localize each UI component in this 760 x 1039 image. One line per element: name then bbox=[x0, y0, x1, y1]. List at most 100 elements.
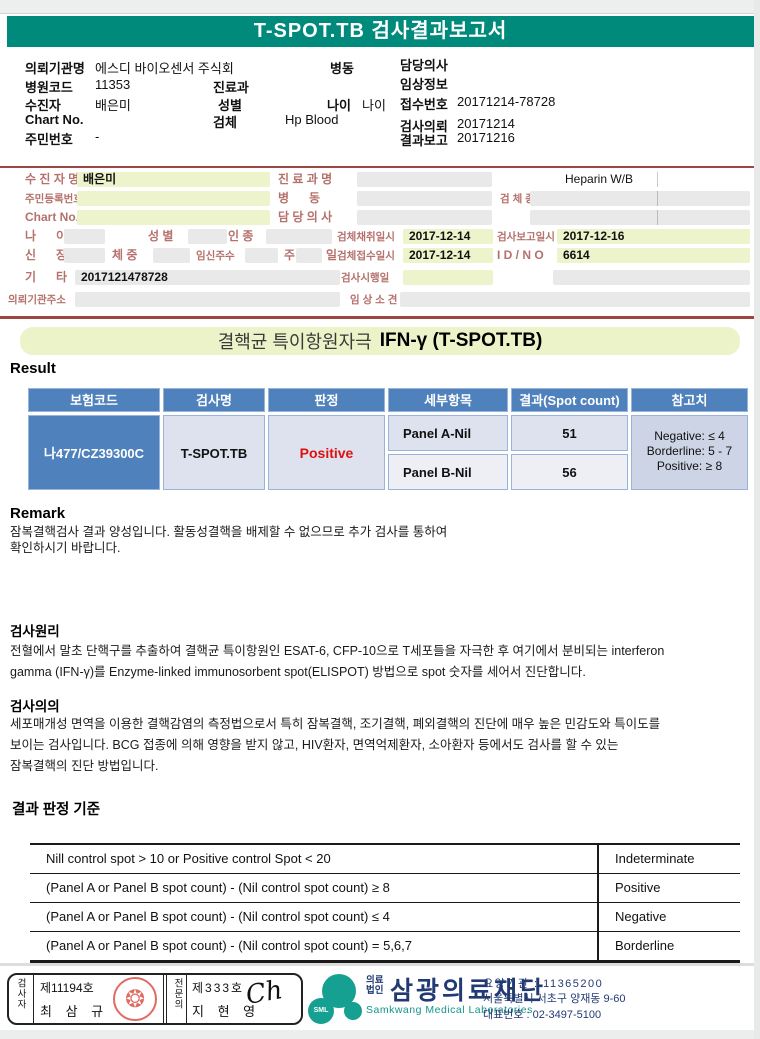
form-ward-label: 병 동 bbox=[278, 191, 321, 205]
criteria-table: Nill control spot > 10 or Positive contr… bbox=[30, 843, 740, 963]
signature-box bbox=[7, 973, 303, 1025]
test-section-title-kr: 결핵균 특이항원자극 bbox=[217, 332, 372, 352]
form-week-label: 주 bbox=[284, 248, 296, 262]
criteria-row: Nill control spot > 10 or Positive contr… bbox=[30, 845, 740, 874]
form-sex-field bbox=[188, 229, 227, 244]
resident-no-value: - bbox=[95, 129, 100, 144]
report-date-label: 결과보고 bbox=[400, 133, 448, 148]
criteria-column-divider bbox=[597, 845, 599, 961]
significance-text: 세포매개성 면역을 이용한 결핵감염의 측정법으로서 특히 잠복결핵, 조기결핵… bbox=[10, 717, 661, 773]
result-row-count: 56 bbox=[511, 454, 628, 490]
form-weight-label: 체 중 bbox=[112, 248, 138, 262]
form-specimen-divider bbox=[657, 172, 658, 187]
form-resident-label: 주민등록번호 bbox=[25, 193, 83, 205]
form-gestation-field bbox=[245, 248, 278, 263]
form-ward-field bbox=[357, 191, 492, 206]
receipt-no-value: 20171214-78728 bbox=[457, 94, 556, 109]
form-week-field bbox=[296, 248, 322, 263]
form-clinical-label: 임 상 소 견 bbox=[350, 294, 398, 306]
divider-line-bottom bbox=[0, 316, 760, 319]
sex-label: 성별 bbox=[218, 98, 242, 113]
org-prefix-line2: 법인 bbox=[366, 985, 384, 996]
stamp-glyph: ❂ bbox=[124, 985, 146, 1013]
form-sex-label: 성 별 bbox=[148, 229, 174, 243]
specialist-role-label: 전문의 bbox=[172, 978, 183, 1010]
principle-text: 전혈에서 말초 단핵구를 추출하여 결핵균 특이항원인 ESAT-6, CFP-… bbox=[10, 644, 665, 679]
request-date-value: 20171214 bbox=[457, 116, 515, 131]
form-dept-label: 진 료 과 명 bbox=[278, 172, 333, 186]
result-header-item: 세부항목 bbox=[388, 388, 508, 412]
form-performed-label: 검사시행일 bbox=[341, 272, 390, 284]
report-date-value: 20171216 bbox=[457, 130, 515, 145]
criteria-row: (Panel A or Panel B spot count) - (Nil c… bbox=[30, 874, 740, 903]
lab-logo-sml-circle: SML bbox=[308, 998, 334, 1024]
form-weight-field bbox=[153, 248, 190, 263]
result-header-reference: 참고치 bbox=[631, 388, 748, 412]
result-test-name: T-SPOT.TB bbox=[163, 415, 265, 490]
form-idno-field: 6614 bbox=[557, 248, 750, 263]
form-chart-field bbox=[77, 210, 270, 225]
examiner-license-no: 제11194호 bbox=[40, 981, 94, 995]
specialist-license-no: 제333호 bbox=[192, 981, 245, 995]
form-gestation-label: 임신주수 bbox=[196, 250, 235, 262]
result-header-test: 검사명 bbox=[163, 388, 265, 412]
right-strip bbox=[754, 0, 760, 1039]
signbox-divider-4 bbox=[186, 973, 187, 1025]
remark-text: 잠복결핵검사 결과 양성입니다. 활동성결핵을 배제할 수 없으므로 추가 검사… bbox=[10, 525, 448, 555]
result-header-judgement: 판정 bbox=[268, 388, 385, 412]
result-header-count: 결과(Spot count) bbox=[511, 388, 628, 412]
form-received-label: 검체접수일시 bbox=[337, 250, 395, 262]
form-collected-field: 2017-12-14 bbox=[403, 229, 493, 244]
age-label: 나이 bbox=[327, 98, 351, 113]
form-age-label: 나 이 bbox=[25, 229, 68, 243]
form-patient-label: 수 진 자 명 bbox=[25, 172, 80, 186]
clinical-info-label: 임상정보 bbox=[400, 77, 448, 92]
form-performed-field-2 bbox=[553, 270, 750, 285]
significance-heading: 검사의의 bbox=[10, 699, 60, 714]
specialist-signature: Ch bbox=[243, 975, 285, 1011]
form-attending-label: 담 당 의 사 bbox=[278, 210, 333, 224]
criteria-condition: Nill control spot > 10 or Positive contr… bbox=[46, 851, 331, 866]
result-header-insurance: 보험코드 bbox=[28, 388, 160, 412]
signbox-divider-1 bbox=[33, 973, 34, 1025]
criteria-condition: (Panel A or Panel B spot count) - (Nil c… bbox=[46, 909, 390, 924]
criteria-result: Indeterminate bbox=[615, 851, 695, 866]
criteria-result: Borderline bbox=[615, 938, 675, 953]
patient-name: 배은미 bbox=[95, 98, 131, 113]
result-heading: Result bbox=[10, 360, 56, 377]
form-performed-field bbox=[403, 270, 493, 285]
form-day-label: 일 bbox=[326, 248, 338, 262]
report-title-banner: T-SPOT.TB 검사결과보고서 bbox=[7, 16, 754, 47]
lab-org-name-en: Samkwang Medical Laboratories bbox=[366, 1004, 533, 1016]
result-row-item: Panel B-Nil bbox=[388, 454, 508, 490]
criteria-heading: 결과 판정 기준 bbox=[12, 802, 101, 818]
criteria-condition: (Panel A or Panel B spot count) - (Nil c… bbox=[46, 938, 412, 953]
form-chart-label: Chart No. bbox=[25, 210, 79, 224]
signbox-divider-3 bbox=[166, 973, 167, 1025]
criteria-condition: (Panel A or Panel B spot count) - (Nil c… bbox=[46, 880, 390, 895]
form-etc-label: 기 타 bbox=[25, 270, 68, 284]
lab-logo-small-circle bbox=[344, 1002, 362, 1020]
form-height-field bbox=[64, 248, 105, 263]
form-idno-label: I D / N O bbox=[497, 248, 544, 262]
form-specimen-value: Heparin W/B bbox=[565, 172, 634, 186]
examiner-role-label: 검사자 bbox=[15, 978, 26, 1010]
reference-positive: Positive: ≥ 8 bbox=[656, 459, 723, 473]
specialist-name: 지 현 영 bbox=[192, 1004, 261, 1019]
form-attending-field bbox=[357, 210, 492, 225]
form-specimen-type-divider-2 bbox=[657, 210, 658, 225]
remark-heading: Remark bbox=[10, 505, 66, 522]
test-section-title: 결핵균 특이항원자극 IFN-γ (T-SPOT.TB) bbox=[20, 327, 740, 355]
form-etc-field: 2017121478728 bbox=[75, 270, 340, 285]
form-reported-label: 검사보고일시 bbox=[497, 231, 555, 243]
footer-divider bbox=[0, 963, 760, 966]
specimen-label: 검체 bbox=[213, 115, 237, 130]
signbox-divider-2 bbox=[163, 973, 164, 1025]
lab-phone: 대표번호 : 02-3497-5100 bbox=[483, 1009, 602, 1021]
request-date-label: 검사의뢰 bbox=[400, 119, 448, 134]
department-label: 진료과 bbox=[213, 80, 249, 95]
org-name-label: 의뢰기관명 bbox=[25, 61, 85, 76]
form-resident-field bbox=[77, 191, 270, 206]
form-clinical-field bbox=[400, 292, 750, 307]
